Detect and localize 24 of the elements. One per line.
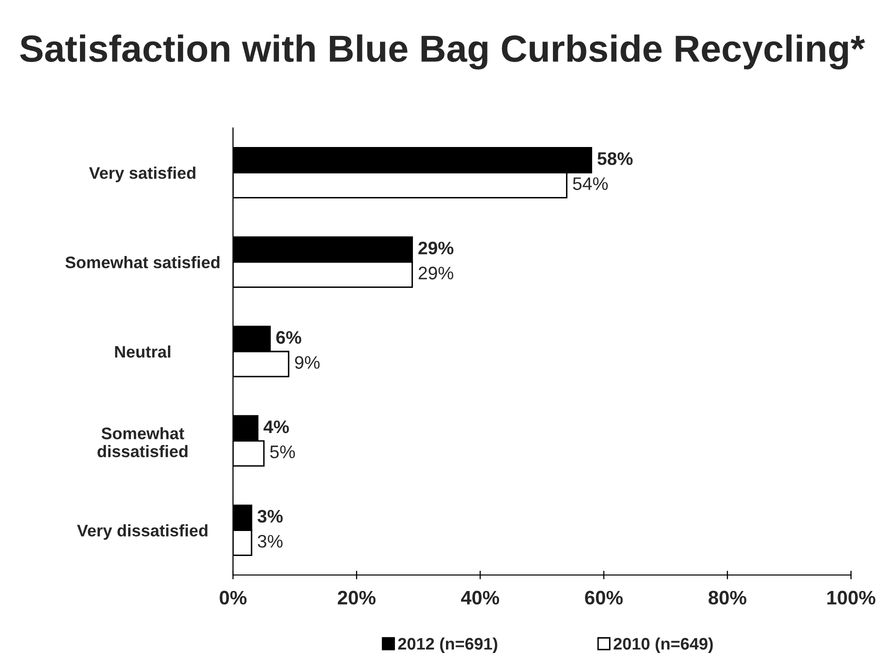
data-label: 29%	[418, 242, 454, 254]
data-label: 6%	[276, 331, 302, 344]
y-tick-label: Very dissatisfied	[77, 524, 208, 540]
data-label: 4%	[264, 420, 289, 434]
x-tick-label: 0%	[220, 590, 247, 605]
x-tick-label: 80%	[708, 590, 746, 605]
data-label: 3%	[258, 510, 283, 523]
x-tick-label: 60%	[585, 590, 623, 605]
legend-label: 2012 (n=691)	[398, 637, 498, 653]
y-tick-label: Somewhat dissatisfied	[98, 427, 188, 458]
legend-label: 2010 (n=649)	[614, 637, 713, 653]
x-tick-label: 20%	[338, 590, 376, 605]
data-label: 3%	[258, 534, 283, 548]
data-label: 5%	[270, 446, 295, 458]
chart-title: Satisfaction with Blue Bag Curbside Recycling*	[20, 34, 865, 70]
y-tick-label: Somewhat satisfied	[65, 256, 220, 268]
data-label: 29%	[418, 266, 454, 280]
data-label: 54%	[573, 177, 608, 190]
data-label: 58%	[598, 152, 633, 166]
x-tick-label: 40%	[461, 590, 500, 605]
x-tick-label: 100%	[827, 590, 876, 605]
y-tick-label: Neutral	[115, 345, 170, 358]
y-tick-label: Very satisfied	[89, 166, 196, 182]
data-label: 9%	[295, 356, 320, 369]
